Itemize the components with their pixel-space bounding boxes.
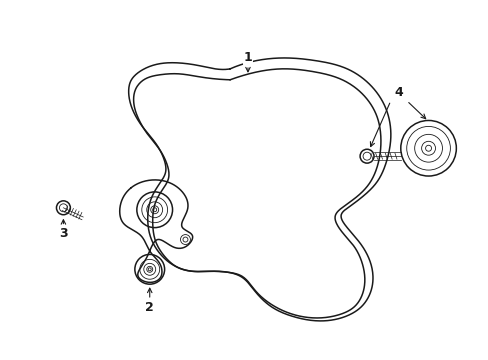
Text: 3: 3: [59, 220, 67, 240]
Text: 1: 1: [243, 51, 252, 72]
Text: 4: 4: [394, 86, 402, 99]
Text: 2: 2: [145, 288, 154, 314]
